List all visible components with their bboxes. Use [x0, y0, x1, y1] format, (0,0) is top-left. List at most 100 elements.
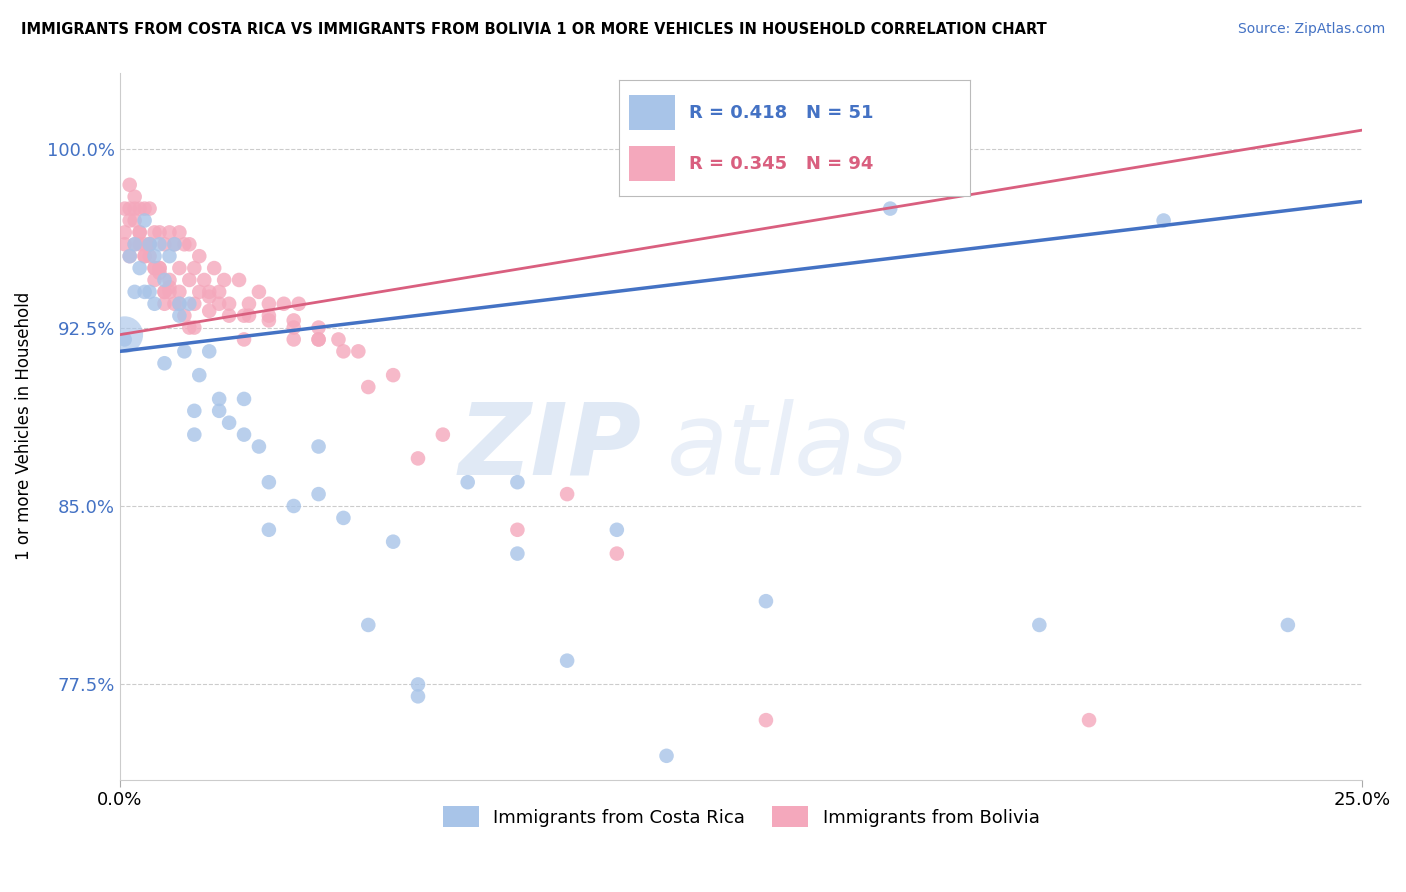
Point	[153, 356, 176, 370]
Point	[143, 261, 166, 276]
Bar	[630, 146, 675, 181]
Point	[233, 427, 256, 442]
Point	[143, 226, 166, 240]
Point	[382, 534, 405, 549]
Point	[308, 320, 330, 334]
Point	[179, 237, 201, 252]
Point	[173, 344, 195, 359]
Point	[655, 748, 678, 763]
Point	[183, 297, 205, 311]
Point	[183, 404, 205, 418]
Point	[138, 285, 160, 299]
Point	[208, 285, 231, 299]
Point	[143, 249, 166, 263]
Point	[247, 285, 270, 299]
Point	[1028, 618, 1050, 632]
Point	[193, 273, 215, 287]
Point	[159, 280, 181, 294]
Point	[169, 261, 191, 276]
Point	[218, 416, 240, 430]
Point	[134, 285, 156, 299]
Point	[124, 213, 146, 227]
Point	[138, 249, 160, 263]
Point	[198, 290, 221, 304]
Point	[153, 237, 176, 252]
Point	[114, 327, 136, 342]
Point	[124, 285, 146, 299]
Point	[169, 309, 191, 323]
Point	[179, 320, 201, 334]
Point	[134, 249, 156, 263]
Point	[328, 333, 350, 347]
Point	[138, 202, 160, 216]
Point	[1078, 713, 1101, 727]
Point	[163, 237, 186, 252]
Point	[257, 309, 280, 323]
Point	[148, 261, 170, 276]
Point	[218, 297, 240, 311]
Point	[357, 618, 380, 632]
Point	[257, 313, 280, 327]
Point	[1277, 618, 1299, 632]
Point	[114, 333, 136, 347]
Point	[148, 237, 170, 252]
Point	[357, 380, 380, 394]
Point	[118, 178, 141, 192]
Point	[134, 213, 156, 227]
Point	[283, 313, 305, 327]
Legend: Immigrants from Costa Rica, Immigrants from Bolivia: Immigrants from Costa Rica, Immigrants f…	[436, 799, 1047, 834]
Text: IMMIGRANTS FROM COSTA RICA VS IMMIGRANTS FROM BOLIVIA 1 OR MORE VEHICLES IN HOUS: IMMIGRANTS FROM COSTA RICA VS IMMIGRANTS…	[21, 22, 1047, 37]
Point	[283, 320, 305, 334]
Point	[183, 427, 205, 442]
Point	[128, 237, 150, 252]
Point	[153, 285, 176, 299]
Point	[308, 333, 330, 347]
Point	[257, 297, 280, 311]
Point	[169, 285, 191, 299]
Point	[233, 333, 256, 347]
Point	[347, 344, 370, 359]
Point	[506, 523, 529, 537]
Point	[506, 475, 529, 490]
Point	[118, 213, 141, 227]
Point	[143, 297, 166, 311]
Text: ZIP: ZIP	[458, 399, 641, 496]
Point	[555, 487, 578, 501]
Point	[163, 237, 186, 252]
Point	[308, 487, 330, 501]
Point	[138, 237, 160, 252]
Point	[148, 266, 170, 280]
Point	[118, 202, 141, 216]
Point	[159, 285, 181, 299]
Point	[134, 202, 156, 216]
Point	[153, 297, 176, 311]
Point	[188, 285, 211, 299]
Point	[124, 202, 146, 216]
Point	[208, 392, 231, 406]
Point	[879, 202, 901, 216]
Point	[287, 297, 309, 311]
Point	[406, 677, 429, 691]
Point	[1153, 213, 1175, 227]
Point	[606, 523, 628, 537]
Point	[153, 285, 176, 299]
Point	[208, 297, 231, 311]
Point	[173, 237, 195, 252]
Point	[138, 237, 160, 252]
Point	[332, 344, 354, 359]
Point	[179, 273, 201, 287]
Point	[283, 499, 305, 513]
Point	[128, 261, 150, 276]
Text: R = 0.345   N = 94: R = 0.345 N = 94	[689, 155, 873, 173]
Point	[233, 309, 256, 323]
Point	[124, 237, 146, 252]
Point	[202, 261, 225, 276]
Point	[332, 511, 354, 525]
Point	[118, 249, 141, 263]
Point	[308, 440, 330, 454]
Point	[159, 226, 181, 240]
Point	[555, 654, 578, 668]
Point	[188, 368, 211, 383]
Point	[134, 237, 156, 252]
Y-axis label: 1 or more Vehicles in Household: 1 or more Vehicles in Household	[15, 293, 32, 560]
